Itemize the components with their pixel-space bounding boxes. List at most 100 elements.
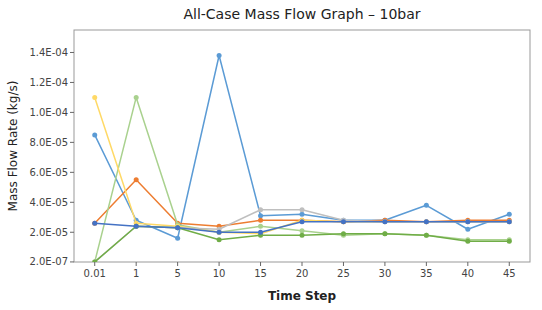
x-tick [260, 262, 261, 266]
plot-area [92, 53, 512, 262]
series-marker [507, 219, 512, 224]
y-axis-label: Mass Flow Rate (kg/s) [6, 81, 20, 212]
x-tick [136, 262, 137, 266]
chart-title: All-Case Mass Flow Graph – 10bar [183, 6, 420, 22]
y-tick-label: 1.4E-04 [29, 47, 68, 58]
x-tick [94, 262, 95, 266]
series-marker [465, 219, 470, 224]
series-marker [300, 219, 305, 224]
series-marker [300, 212, 305, 217]
x-tick [426, 262, 427, 266]
y-tick-label: 4.0E-05 [29, 197, 68, 208]
series-line [95, 55, 510, 238]
x-tick-label: 0.01 [84, 268, 106, 279]
y-tick [70, 52, 74, 53]
series-marker [424, 233, 429, 238]
series-marker [507, 239, 512, 244]
series-line [95, 210, 510, 262]
series-marker [175, 225, 180, 230]
series-marker [341, 219, 346, 224]
y-tick [70, 82, 74, 83]
chart-svg: 2.0E-07 2.0E-05 4.0E-05 6.0E-05 8.0E-05 1.0E-… [0, 0, 542, 310]
x-tick [509, 262, 510, 266]
series-marker [465, 239, 470, 244]
plot-frame [74, 30, 530, 262]
series-marker [424, 219, 429, 224]
series-marker [424, 219, 429, 224]
series-marker [134, 224, 139, 229]
series-marker [92, 259, 97, 262]
series-marker [258, 224, 263, 229]
y-tick-label: 6.0E-05 [29, 167, 68, 178]
series-marker [341, 219, 346, 224]
x-tick-label: 45 [503, 268, 516, 279]
series-marker [92, 221, 97, 226]
series-marker [424, 233, 429, 238]
x-tick-label: 35 [420, 268, 433, 279]
series-marker [92, 95, 97, 100]
series-marker [300, 207, 305, 212]
series-marker [424, 203, 429, 208]
series-marker [465, 219, 470, 224]
x-tick [467, 262, 468, 266]
chart-container: 2.0E-07 2.0E-05 4.0E-05 6.0E-05 8.0E-05 1.0E-… [0, 0, 542, 310]
series-marker [341, 219, 346, 224]
series-marker [134, 224, 139, 229]
series-line [95, 97, 510, 233]
series-marker [92, 132, 97, 137]
series-marker [465, 219, 470, 224]
series-line [95, 226, 510, 262]
series-marker [382, 219, 387, 224]
series-marker [300, 233, 305, 238]
series-marker [217, 237, 222, 242]
series-marker [382, 219, 387, 224]
x-tick [343, 262, 344, 266]
series-marker [134, 177, 139, 182]
series-marker [382, 231, 387, 236]
y-tick-label: 1.2E-04 [29, 77, 68, 88]
y-tick-label: 8.0E-05 [29, 137, 68, 148]
series-marker [92, 221, 97, 226]
series-marker [300, 228, 305, 233]
series-marker [507, 219, 512, 224]
y-tick-label: 1.0E-04 [29, 107, 68, 118]
x-tick-label: 20 [296, 268, 309, 279]
x-tick [302, 262, 303, 266]
series-marker [175, 225, 180, 230]
y-tick [70, 232, 74, 233]
series-marker [134, 224, 139, 229]
x-tick-label: 1 [133, 268, 139, 279]
x-tick-label: 5 [174, 268, 180, 279]
y-tick [70, 112, 74, 113]
series-marker [217, 53, 222, 58]
x-tick-label: 10 [213, 268, 226, 279]
y-tick-label: 2.0E-05 [29, 227, 68, 238]
x-tick-label: 15 [254, 268, 267, 279]
y-tick [70, 202, 74, 203]
series-marker [507, 219, 512, 224]
x-tick [177, 262, 178, 266]
series-marker [341, 231, 346, 236]
x-tick-label: 40 [461, 268, 474, 279]
series-line [95, 97, 510, 262]
series-marker [424, 219, 429, 224]
series-marker [424, 219, 429, 224]
series-marker [382, 219, 387, 224]
x-tick [219, 262, 220, 266]
series-marker [507, 212, 512, 217]
x-axis-label: Time Step [268, 289, 337, 303]
series-marker [217, 230, 222, 235]
series-marker [258, 207, 263, 212]
series-marker [258, 218, 263, 223]
series-marker [175, 225, 180, 230]
series-marker [258, 213, 263, 218]
series-marker [175, 236, 180, 241]
y-tick-label: 2.0E-07 [29, 256, 68, 267]
series-marker [258, 230, 263, 235]
y-tick [70, 261, 74, 262]
series-marker [217, 230, 222, 235]
series-marker [465, 227, 470, 232]
series-marker [217, 230, 222, 235]
x-tick [384, 262, 385, 266]
y-tick [70, 172, 74, 173]
